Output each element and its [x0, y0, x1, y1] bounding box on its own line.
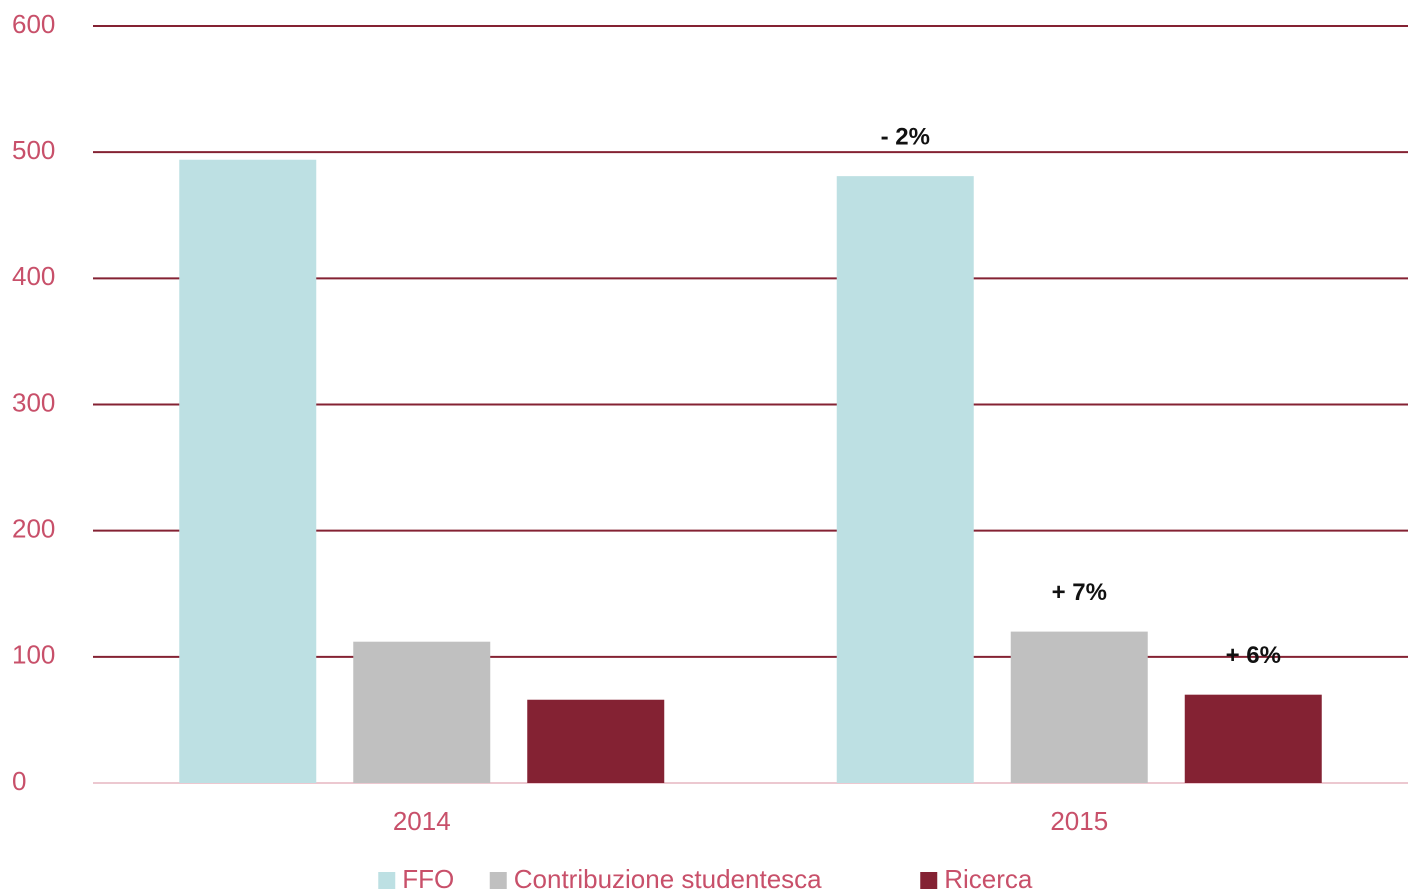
- y-tick-label: 600: [12, 9, 55, 39]
- bar: [1010, 631, 1148, 783]
- bar: [179, 159, 317, 783]
- annotation: - 2%: [881, 123, 930, 150]
- legend-label: Contribuzione studentesca: [514, 864, 822, 894]
- legend-swatch: [920, 872, 938, 889]
- bar: [353, 641, 491, 783]
- y-tick-label: 100: [12, 640, 55, 670]
- bar: [836, 176, 974, 784]
- y-tick-label: 500: [12, 135, 55, 165]
- x-tick-label: 2015: [1050, 806, 1108, 836]
- y-tick-label: 400: [12, 261, 55, 291]
- legend-label: Ricerca: [944, 864, 1033, 894]
- legend-swatch: [378, 872, 396, 889]
- y-tick-label: 0: [12, 766, 26, 796]
- bar: [1184, 694, 1322, 783]
- bar: [527, 699, 665, 783]
- annotation: + 6%: [1226, 642, 1281, 669]
- legend-swatch: [489, 872, 507, 889]
- y-tick-label: 300: [12, 387, 55, 417]
- annotation: + 7%: [1052, 579, 1107, 606]
- legend-label: FFO: [402, 864, 454, 894]
- y-tick-label: 200: [12, 514, 55, 544]
- x-tick-label: 2014: [393, 806, 451, 836]
